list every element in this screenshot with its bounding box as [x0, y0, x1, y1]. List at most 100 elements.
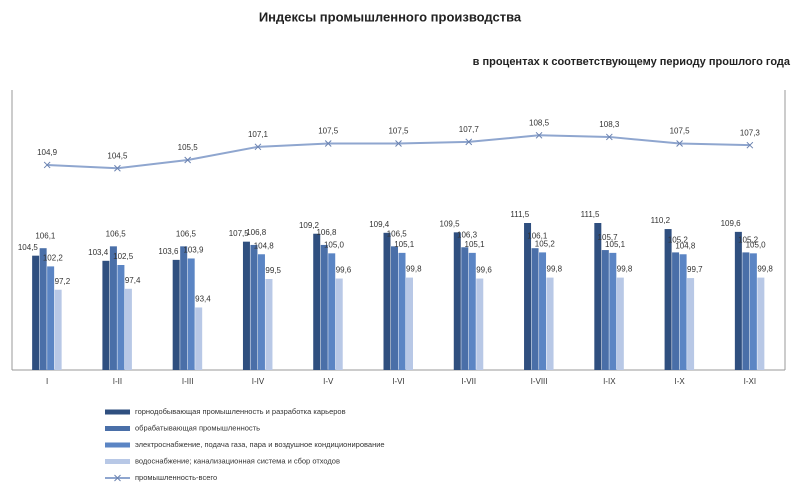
data-label: 109,4 — [369, 220, 390, 229]
data-label: 106,5 — [176, 229, 197, 238]
legend-label: электроснабжение, подача газа, пара и во… — [135, 440, 385, 449]
data-label: 106,8 — [316, 228, 337, 237]
bar — [102, 260, 110, 370]
legend-swatch — [105, 409, 130, 415]
x-tick-label: I-XI — [744, 377, 756, 386]
bar — [109, 246, 117, 370]
data-label: 105,1 — [465, 240, 486, 249]
bar — [257, 254, 265, 370]
data-label: 106,3 — [457, 230, 478, 239]
data-label: 105,2 — [738, 236, 759, 245]
data-label: 99,8 — [547, 265, 563, 274]
line-marker — [254, 143, 262, 151]
legend-marker — [114, 474, 121, 482]
bar — [616, 277, 624, 370]
line-label: 107,7 — [459, 125, 480, 134]
data-label: 107,5 — [229, 229, 250, 238]
bar — [320, 244, 328, 370]
data-label: 109,6 — [721, 219, 742, 228]
line-marker — [746, 141, 754, 149]
x-tick-label: I-VII — [461, 377, 476, 386]
data-label: 106,1 — [35, 231, 56, 240]
data-label: 106,5 — [106, 229, 127, 238]
data-label: 99,7 — [687, 265, 703, 274]
legend-swatch — [105, 459, 130, 464]
bar — [749, 253, 757, 370]
line-label: 107,5 — [388, 127, 409, 136]
bar — [117, 265, 125, 370]
x-tick-label: I-X — [674, 377, 685, 386]
bar — [524, 223, 532, 370]
bar — [32, 255, 40, 370]
bar — [398, 252, 406, 370]
data-label: 105,0 — [746, 240, 767, 249]
bar — [242, 241, 250, 370]
bar — [594, 223, 602, 370]
bar — [476, 278, 484, 370]
line-label: 107,5 — [670, 127, 691, 136]
data-label: 99,5 — [265, 266, 281, 275]
data-label: 106,8 — [246, 228, 267, 237]
bar — [180, 246, 188, 370]
line-label: 108,5 — [529, 118, 550, 127]
bar — [539, 252, 547, 370]
line-label: 107,1 — [248, 130, 269, 139]
data-label: 99,8 — [617, 265, 633, 274]
data-label: 104,8 — [675, 241, 696, 250]
bar — [468, 252, 476, 370]
bar — [453, 232, 461, 370]
data-label: 102,5 — [113, 252, 134, 261]
data-label: 109,2 — [299, 221, 320, 230]
bar — [742, 252, 750, 370]
data-label: 99,8 — [406, 265, 422, 274]
line-label: 104,5 — [107, 151, 128, 160]
bar — [391, 246, 398, 370]
bar — [757, 277, 765, 370]
bar — [328, 253, 336, 370]
line-label: 108,3 — [599, 120, 620, 129]
data-label: 111,5 — [581, 210, 600, 219]
bar — [265, 279, 273, 370]
line-marker — [324, 140, 332, 147]
legend-label: горнодобывающая промышленность и разрабо… — [135, 407, 346, 416]
data-label: 97,4 — [125, 276, 141, 285]
bar — [54, 289, 62, 370]
legend-label: промышленность-всего — [135, 473, 217, 482]
bar — [601, 250, 609, 370]
bar — [687, 278, 695, 370]
line-label: 107,3 — [740, 128, 761, 137]
data-label: 105,2 — [668, 236, 689, 245]
bar — [383, 232, 391, 370]
line-marker — [605, 133, 613, 141]
bar — [406, 277, 413, 370]
line-marker — [535, 131, 543, 139]
chart-title: Индексы промышленного производства — [259, 9, 522, 24]
data-label: 105,1 — [394, 240, 415, 249]
data-label: 102,2 — [43, 254, 64, 263]
data-label: 106,1 — [527, 231, 548, 240]
legend-swatch — [105, 426, 130, 431]
bar — [187, 258, 195, 370]
bar — [461, 247, 469, 370]
line-marker — [114, 164, 121, 172]
bar — [250, 244, 258, 370]
legend-label: обрабатывающая промышленность — [135, 423, 260, 432]
data-label: 93,4 — [195, 295, 211, 304]
data-label: 105,2 — [535, 240, 556, 249]
bar — [679, 254, 687, 370]
line-label: 105,5 — [178, 143, 199, 152]
line-marker — [395, 140, 402, 147]
bar — [195, 307, 203, 370]
x-tick-label: I-IX — [603, 377, 616, 386]
bar — [47, 266, 55, 370]
bar — [335, 278, 343, 370]
x-tick-label: I-III — [182, 377, 194, 386]
data-label: 110,2 — [651, 216, 671, 225]
data-label: 105,0 — [324, 240, 345, 249]
legend-label: водоснабжение; канализационная система и… — [135, 456, 340, 465]
data-label: 103,4 — [88, 248, 109, 257]
bar — [172, 259, 180, 370]
data-label: 104,5 — [18, 243, 39, 252]
line — [47, 134, 750, 170]
